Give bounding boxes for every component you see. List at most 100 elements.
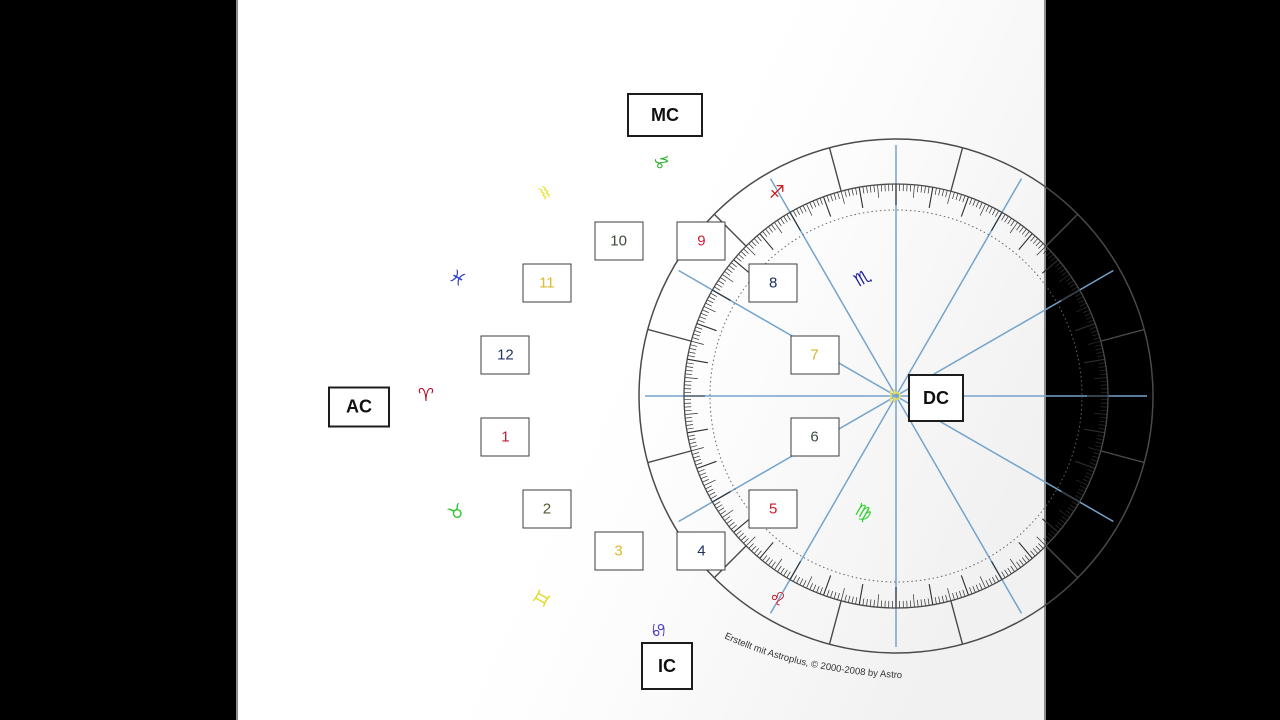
degree-tick <box>1088 447 1101 452</box>
house-number-6: 6 <box>810 428 819 446</box>
house-number-12: 12 <box>497 346 514 364</box>
degree-tick <box>1024 231 1030 237</box>
degree-tick <box>955 591 959 599</box>
degree-tick <box>1069 283 1076 288</box>
degree-tick <box>691 340 704 345</box>
degree-tick <box>1059 519 1066 524</box>
degree-tick <box>1001 571 1006 578</box>
degree-tick <box>684 412 698 415</box>
degree-tick <box>1094 445 1102 448</box>
degree-tick <box>960 196 970 217</box>
degree-tick <box>700 312 708 317</box>
degree-tick <box>712 491 731 503</box>
degree-tick <box>947 191 952 204</box>
degree-tick <box>695 326 703 330</box>
house-box-1: 1 <box>480 417 530 457</box>
degree-tick <box>1099 369 1107 372</box>
degree-tick <box>1075 495 1082 500</box>
house-number-3: 3 <box>614 542 623 560</box>
degree-tick <box>858 584 864 605</box>
degree-tick <box>806 203 813 216</box>
degree-tick <box>765 557 771 564</box>
degree-tick <box>690 344 698 347</box>
degree-tick <box>991 561 1003 580</box>
degree-tick <box>1004 569 1009 576</box>
degree-tick <box>941 189 945 197</box>
degree-tick <box>685 369 693 372</box>
chart-paper: Erstellt mit Astroplus, © 2000-2008 by A… <box>236 0 1154 720</box>
degree-tick <box>799 578 804 586</box>
degree-tick <box>873 599 875 607</box>
degree-tick <box>1001 214 1006 221</box>
degree-tick <box>1090 330 1098 333</box>
degree-tick <box>1048 253 1054 260</box>
degree-tick <box>938 596 941 604</box>
degree-tick <box>697 319 705 323</box>
house-number-1: 1 <box>501 428 510 446</box>
degree-tick <box>1099 420 1107 423</box>
degree-tick <box>696 460 717 470</box>
sign-boundary-line <box>950 600 964 645</box>
degree-tick <box>952 192 955 200</box>
sign-glyph-aries: ♈ <box>417 385 435 406</box>
degree-tick <box>945 190 948 198</box>
degree-tick <box>816 585 820 593</box>
degree-tick <box>1004 216 1009 223</box>
degree-tick <box>1021 228 1027 235</box>
degree-tick <box>792 210 797 217</box>
degree-tick <box>762 555 768 561</box>
degree-tick <box>1075 292 1082 297</box>
degree-tick <box>1061 271 1068 276</box>
degree-tick <box>1021 557 1027 564</box>
degree-tick <box>1058 274 1070 283</box>
degree-tick <box>1067 507 1074 512</box>
cusp-line <box>678 269 1114 523</box>
degree-tick <box>688 438 696 441</box>
degree-tick <box>822 196 832 217</box>
degree-tick <box>687 358 708 364</box>
degree-tick <box>938 188 941 196</box>
degree-tick <box>812 584 817 592</box>
degree-tick <box>826 589 830 597</box>
axis-box-dc: DC <box>908 374 964 422</box>
degree-tick <box>740 251 747 257</box>
degree-tick <box>858 187 864 208</box>
degree-tick <box>806 576 813 589</box>
degree-tick <box>692 452 700 455</box>
degree-tick <box>697 469 705 473</box>
house-number-5: 5 <box>768 500 778 518</box>
degree-tick <box>920 599 923 607</box>
house-box-10: 10 <box>594 221 644 261</box>
degree-tick <box>975 584 980 592</box>
degree-tick <box>1098 427 1106 430</box>
degree-tick <box>786 571 791 578</box>
degree-tick <box>851 188 854 196</box>
sign-glyph-gemini: ♊ <box>529 586 556 611</box>
degree-tick <box>1099 417 1107 419</box>
degree-tick <box>985 580 990 587</box>
house-number-2: 2 <box>542 500 552 518</box>
degree-tick <box>765 228 771 235</box>
degree-tick <box>1098 366 1106 368</box>
degree-tick <box>985 205 990 212</box>
degree-tick <box>972 199 976 207</box>
degree-tick <box>1019 559 1024 566</box>
degree-tick <box>731 262 737 268</box>
degree-tick <box>995 210 1000 217</box>
house-box-7: 7 <box>790 335 840 375</box>
degree-tick <box>743 538 749 544</box>
degree-tick <box>1097 434 1105 437</box>
house-box-11: 11 <box>522 263 572 303</box>
sign-glyph-cancer: ♋ <box>649 621 670 639</box>
sign-glyph-virgo: ♍ <box>850 499 876 526</box>
degree-tick <box>928 187 934 208</box>
degree-tick <box>686 366 694 368</box>
sign-boundary-line <box>1045 545 1079 579</box>
degree-tick <box>716 504 723 509</box>
degree-tick <box>979 576 986 589</box>
degree-tick <box>703 479 716 486</box>
degree-tick <box>1024 555 1030 561</box>
degree-tick <box>692 337 700 340</box>
sign-boundary-line <box>950 147 964 192</box>
degree-tick <box>738 253 744 260</box>
